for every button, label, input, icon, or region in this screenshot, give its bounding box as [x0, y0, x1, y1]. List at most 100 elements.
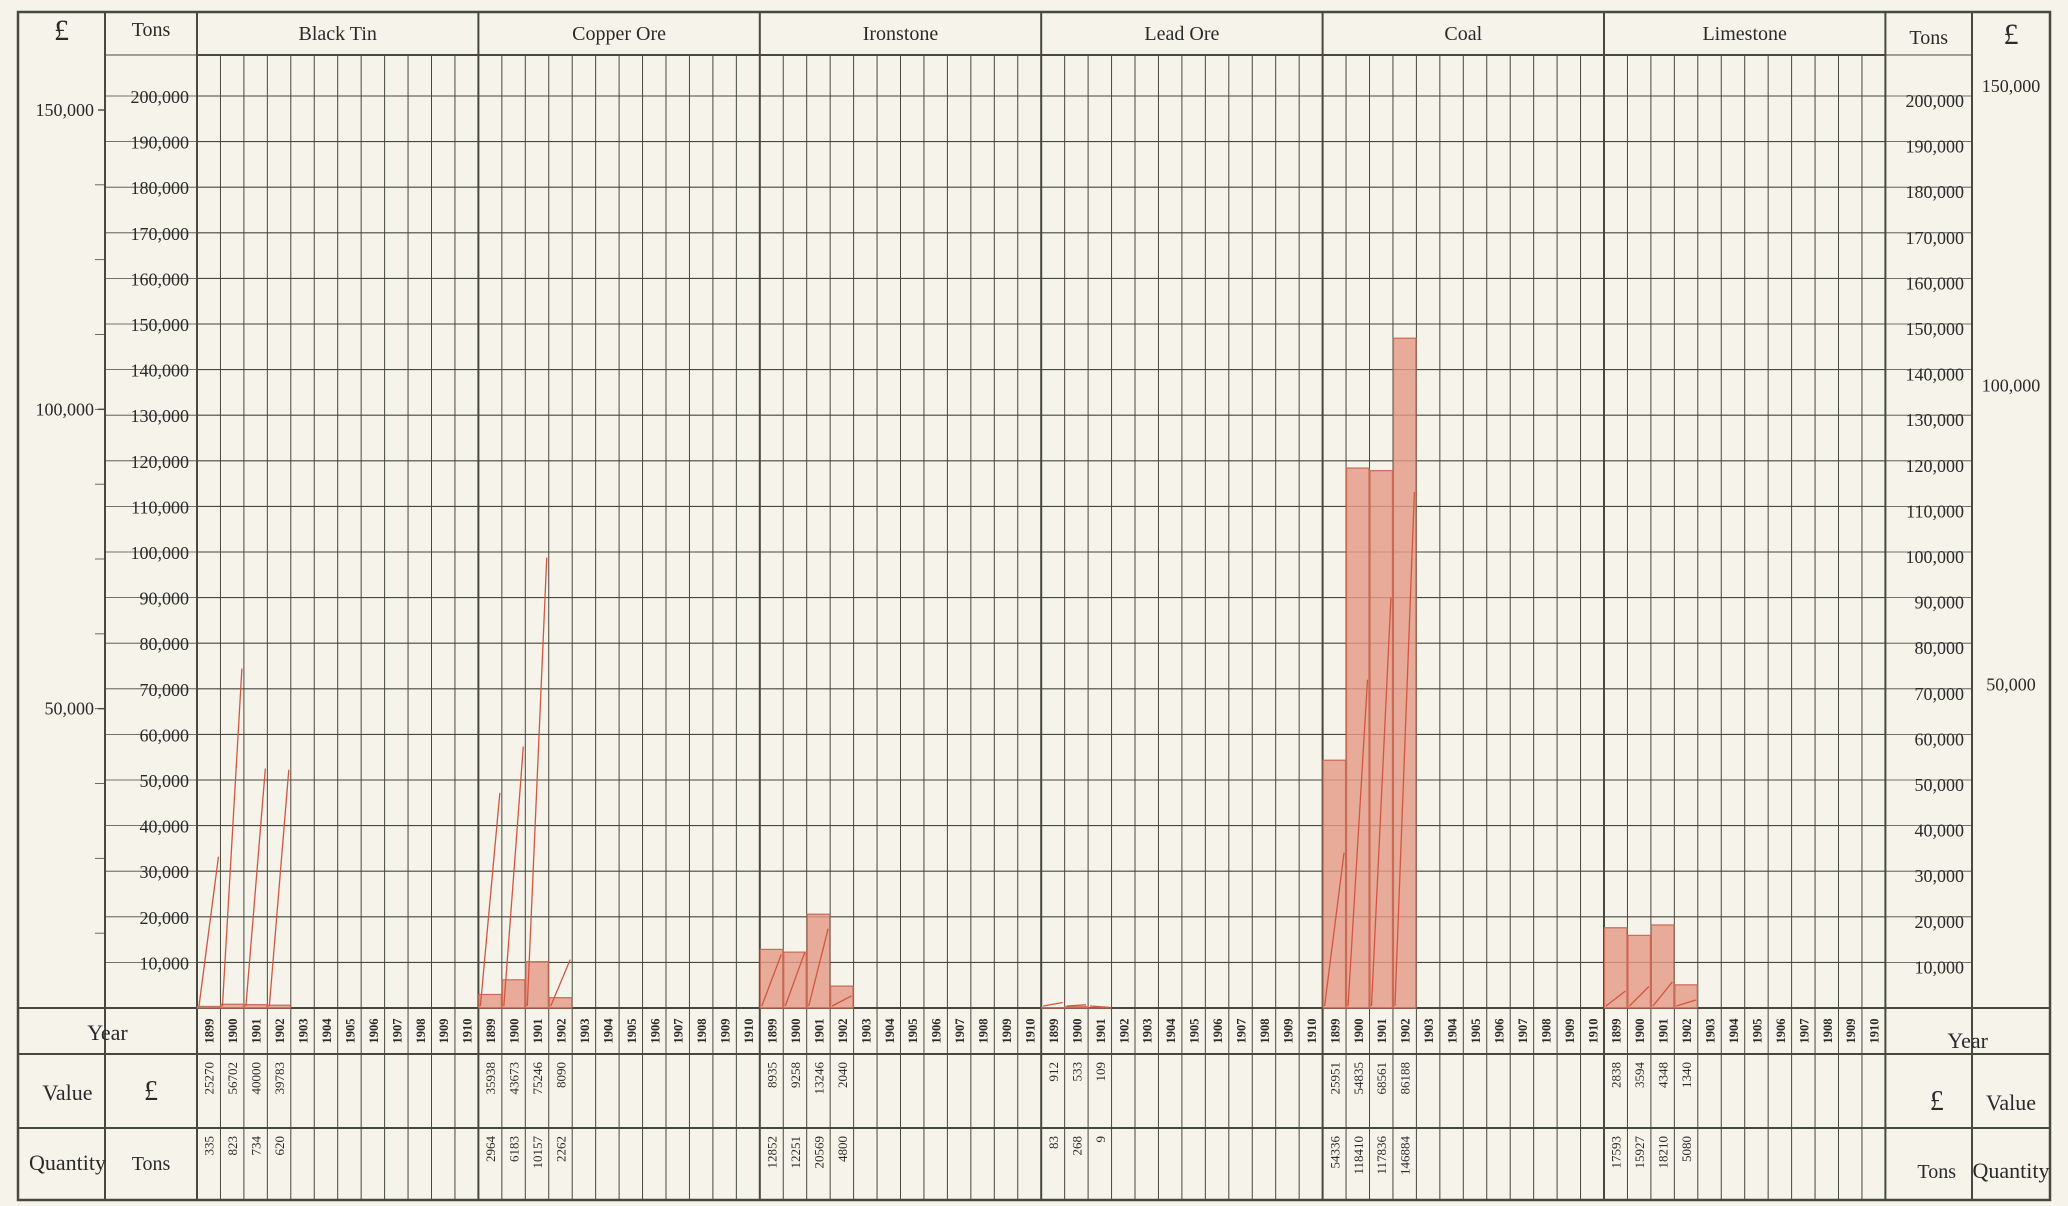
year-label: 1910 — [1023, 1019, 1037, 1044]
value-line — [1066, 1004, 1087, 1007]
value-cell: 4348 — [1656, 1062, 1671, 1088]
mineral-title: Copper Ore — [572, 23, 666, 45]
year-label: 1909 — [1844, 1019, 1858, 1044]
year-label: 1910 — [1586, 1019, 1600, 1044]
year-label: 1903 — [297, 1019, 311, 1044]
value-line — [198, 856, 220, 1007]
tons-tick-label-right: 40,000 — [1915, 821, 1965, 841]
value-cell: 56702 — [225, 1062, 240, 1095]
tons-tick-label-right: 120,000 — [1906, 456, 1965, 476]
value-tick-label-left: 100,000 — [36, 399, 95, 419]
quantity-bar — [1064, 1006, 1089, 1009]
year-label: 1901 — [1657, 1019, 1671, 1044]
year-label: 1906 — [1492, 1019, 1506, 1044]
value-line — [761, 954, 782, 1007]
year-label: 1909 — [1563, 1019, 1577, 1044]
year-label: 1899 — [484, 1019, 498, 1044]
value-line — [245, 768, 266, 1007]
quantity-cell: 2964 — [483, 1136, 498, 1163]
tons-tick-label-right: 30,000 — [1915, 866, 1965, 886]
tons-tick-label-right: 150,000 — [1906, 319, 1965, 339]
year-label: 1907 — [1797, 1019, 1811, 1044]
quantity-cell: 335 — [202, 1136, 217, 1156]
value-tick-label-right: 50,000 — [1986, 675, 2036, 695]
value-line — [479, 792, 501, 1007]
mineral-title: Limestone — [1702, 23, 1787, 45]
value-tick-label-right: 100,000 — [1982, 375, 2041, 395]
year-label: 1909 — [719, 1019, 733, 1044]
year-label: 1904 — [1727, 1018, 1741, 1044]
year-label: 1905 — [906, 1019, 920, 1044]
year-label: 1902 — [836, 1019, 850, 1044]
mineral-panel: Coal 1899 1900 1901 1902 1903 1904 1905 1906 1907… — [1322, 23, 1600, 1175]
tons-tick-label-right: 90,000 — [1915, 593, 1965, 613]
tons-tick-label-left: 170,000 — [131, 224, 190, 244]
mineral-title: Ironstone — [863, 23, 939, 45]
value-line — [221, 668, 243, 1007]
year-label: 1900 — [1352, 1019, 1366, 1044]
year-label: 1905 — [625, 1019, 639, 1044]
tons-tick-label-right: 50,000 — [1915, 775, 1965, 795]
tons-tick-label-left: 90,000 — [140, 589, 190, 609]
mineral-title: Lead Ore — [1144, 23, 1219, 45]
quantity-cell: 9 — [1093, 1136, 1108, 1143]
quantity-bar — [478, 993, 502, 1009]
year-label: 1905 — [1750, 1019, 1764, 1044]
mineral-panel: Black Tin 1899 1900 1901 1902 1903 1904 1905 190… — [196, 23, 475, 1156]
mineral-title: Black Tin — [299, 23, 377, 45]
quantity-row-label-right: Quantity — [1973, 1158, 2050, 1183]
value-line — [268, 769, 290, 1007]
tons-tick-label-right: 170,000 — [1906, 228, 1965, 248]
value-line — [784, 952, 806, 1007]
year-label: 1907 — [1516, 1019, 1530, 1044]
tons-tick-label-right: 100,000 — [1906, 547, 1965, 567]
tons-tick-label-left: 70,000 — [140, 680, 190, 700]
tons-tick-label-right: 60,000 — [1915, 729, 1965, 749]
quantity-bar — [220, 1003, 244, 1009]
quantity-cell: 268 — [1069, 1136, 1084, 1156]
value-cell: 54835 — [1351, 1062, 1366, 1095]
value-line — [550, 959, 571, 1007]
tons-tick-label-right: 200,000 — [1906, 91, 1965, 111]
value-line — [831, 995, 852, 1007]
quantity-bar — [1650, 924, 1675, 1009]
currency-header-right: £ — [2004, 18, 2019, 51]
tons-tick-label-right: 130,000 — [1906, 410, 1965, 430]
quantity-bar — [196, 1005, 221, 1009]
year-label: 1905 — [1469, 1019, 1483, 1044]
year-label: 1900 — [789, 1019, 803, 1044]
quantity-cell: 10157 — [530, 1136, 545, 1169]
quantity-cell: 12251 — [788, 1136, 803, 1169]
value-line — [1652, 981, 1673, 1007]
year-label: 1910 — [1305, 1019, 1319, 1044]
year-label: 1902 — [273, 1019, 287, 1044]
value-line — [808, 928, 829, 1007]
value-cell: 2040 — [835, 1062, 850, 1088]
year-label: 1908 — [1258, 1019, 1272, 1044]
value-line — [1090, 1005, 1110, 1008]
mineral-panel: Lead Ore 1899 1900 1901 1902 1903 1904 1905 1906… — [1041, 23, 1319, 1156]
year-label: 1899 — [1610, 1019, 1624, 1044]
tons-tick-label-right: 190,000 — [1906, 137, 1965, 157]
year-label: 1909 — [1000, 1019, 1014, 1044]
value-cell: 8935 — [765, 1062, 780, 1088]
year-row-label-right: Year — [1947, 1028, 1988, 1053]
value-cell: 2838 — [1609, 1062, 1624, 1088]
year-label: 1902 — [1399, 1019, 1413, 1044]
value-cell: 25951 — [1327, 1062, 1342, 1095]
quantity-cell: 15927 — [1632, 1136, 1647, 1169]
year-label: 1906 — [1211, 1019, 1225, 1044]
year-label: 1908 — [1821, 1019, 1835, 1044]
value-line — [503, 746, 524, 1007]
quantity-bar — [1322, 759, 1347, 1009]
year-label: 1907 — [672, 1019, 686, 1044]
value-cell: 43673 — [507, 1062, 522, 1095]
tons-tick-label-left: 40,000 — [140, 817, 190, 837]
quantity-bar — [806, 913, 831, 1009]
value-line — [1043, 1001, 1063, 1007]
value-unit-left: £ — [144, 1076, 158, 1107]
quantity-bar — [501, 979, 526, 1009]
value-line — [1347, 679, 1369, 1007]
quantity-bar — [1369, 470, 1394, 1009]
